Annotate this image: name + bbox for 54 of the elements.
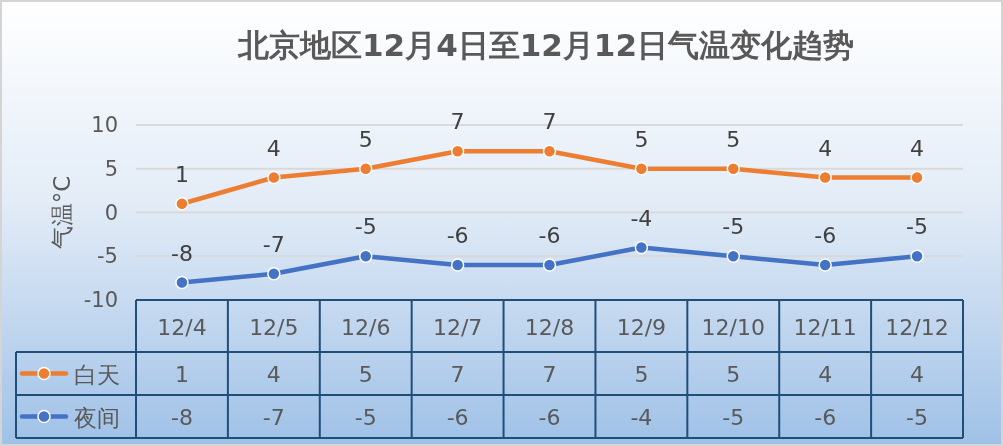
tick-label: -10 [83, 288, 118, 312]
ylabel: 气温°C [49, 175, 75, 250]
point-label: 1 [174, 161, 189, 187]
table-value: -5 [354, 405, 377, 430]
tick-label: 10 [91, 113, 118, 137]
table-value: 7 [450, 362, 465, 387]
point-label: -7 [262, 231, 285, 257]
category-label: 12/9 [616, 314, 667, 340]
table-value: 1 [174, 362, 189, 387]
tick-label: 0 [104, 200, 118, 225]
table-value: -5 [906, 405, 928, 430]
category-label: 12/11 [793, 314, 857, 340]
point-label: 4 [266, 135, 281, 161]
point-label: -5 [354, 214, 377, 240]
category-label: 12/10 [701, 314, 765, 340]
point-label: 5 [358, 126, 373, 152]
point-label: -8 [171, 240, 193, 266]
point-label: 7 [542, 109, 557, 135]
table-value: 5 [726, 362, 741, 387]
point-label: -6 [814, 223, 837, 248]
table-value: -5 [722, 405, 745, 430]
table-value: 4 [818, 362, 833, 387]
category-label: 12/6 [341, 314, 391, 340]
point-label: -6 [446, 223, 469, 248]
table-value: 4 [910, 362, 925, 387]
table-value: -7 [262, 405, 285, 430]
table-value: 7 [542, 362, 557, 387]
table-value: 5 [358, 362, 373, 387]
title: 北京地区12月4日至12月12日气温变化趋势 [238, 27, 854, 63]
tick-label: 5 [104, 156, 118, 181]
point-label: 5 [726, 126, 741, 152]
legend-label: 夜间 [74, 404, 120, 431]
table-value: -6 [814, 405, 837, 430]
point-label: -4 [630, 205, 653, 231]
table-value: -4 [630, 405, 653, 430]
point-label: -5 [722, 214, 745, 240]
category-label: 12/12 [885, 314, 949, 340]
table-value: -8 [171, 405, 193, 430]
point-label: 5 [634, 126, 649, 152]
category-label: 12/4 [157, 314, 207, 340]
table-value: -6 [446, 405, 469, 430]
point-label: -6 [538, 223, 561, 248]
point-label: 4 [818, 135, 833, 161]
category-label: 12/7 [432, 314, 483, 340]
tick-label: -5 [97, 244, 118, 269]
category-label: 12/8 [524, 314, 575, 340]
point-label: 4 [910, 135, 925, 161]
legend-label: 白天 [74, 361, 120, 388]
point-label: -5 [906, 214, 928, 240]
table-value: 4 [266, 362, 281, 387]
category-label: 12/5 [249, 314, 299, 340]
table-value: -6 [538, 405, 561, 430]
point-label: 7 [450, 109, 465, 135]
table-value: 5 [634, 362, 649, 387]
